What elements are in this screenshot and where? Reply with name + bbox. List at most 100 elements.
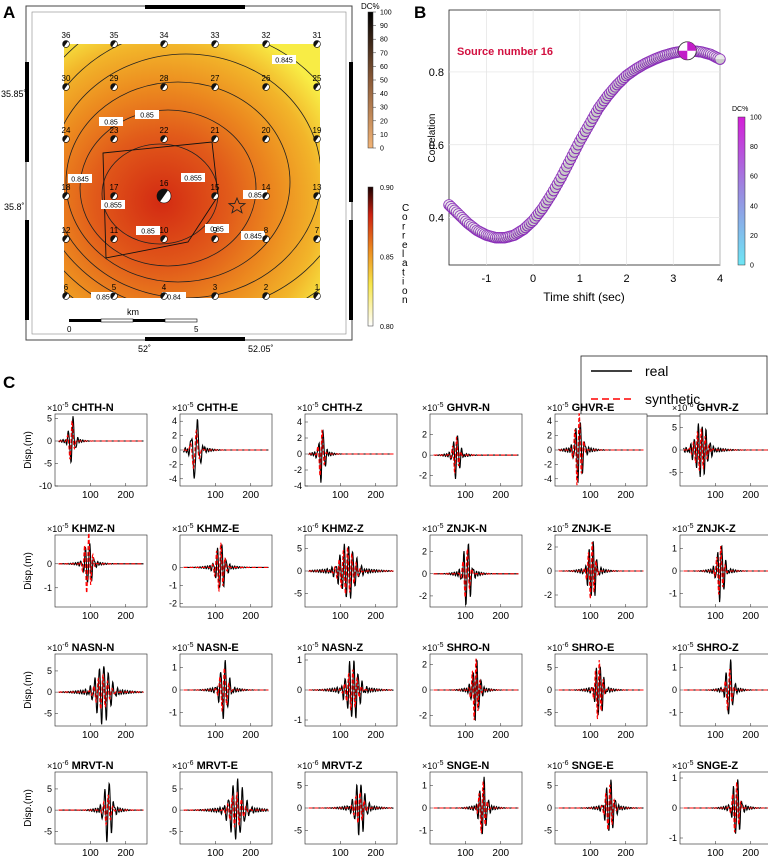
trace-y-tick: -1 (669, 589, 677, 599)
colorbar-b-tick: 80 (750, 144, 758, 151)
trace-y-tick: 0 (672, 445, 677, 455)
lon-tick-1: 52˚ (138, 344, 151, 354)
station-label: 22 (160, 126, 169, 135)
trace-x-tick: 200 (117, 490, 134, 501)
trace-x-tick: 200 (492, 490, 509, 501)
station-label: 28 (160, 74, 169, 83)
trace-ghvr-z: 5 0 -5 100 200 ×10-6 GHVR-Z (669, 402, 768, 501)
trace-x-tick: 200 (742, 611, 759, 622)
station-label: 25 (313, 74, 322, 83)
trace-x-tick: 100 (457, 848, 474, 857)
frame-bar-left-2 (25, 220, 29, 320)
real-series-line (558, 541, 644, 597)
station-30: 30 (62, 74, 71, 91)
trace-y-tick: 0 (47, 436, 52, 446)
station-label: 9 (213, 226, 218, 235)
trace-y-tick: 0 (672, 685, 677, 695)
colorbar-b-tick: 40 (750, 203, 758, 210)
station-26: 26 (262, 74, 271, 91)
station-14: 14 (262, 183, 271, 200)
panel-label-b: B (414, 3, 426, 22)
trace-y-tick: -4 (294, 481, 302, 491)
trace-y-tick: 0 (547, 566, 552, 576)
trace-x-tick: 200 (742, 848, 759, 857)
trace-x-tick: 200 (117, 848, 134, 857)
contour-label-text: 0.85 (141, 229, 155, 236)
contour-line (64, 53, 320, 298)
contour-label: 0.845 (241, 231, 265, 241)
colorbar-b-tick: 60 (750, 174, 758, 181)
x-tick-label: 2 (623, 273, 629, 285)
trace-y-tick: 1 (172, 663, 177, 673)
trace-x-tick: 100 (457, 611, 474, 622)
trace-x-tick: 200 (742, 490, 759, 501)
trace-y-tick: 5 (172, 784, 177, 794)
station-label: 34 (160, 31, 169, 40)
trace-y-tick: 0 (47, 559, 52, 569)
trace-y-tick: 0 (172, 445, 177, 455)
dc-tick: 40 (380, 91, 388, 98)
trace-y-tick: 0 (547, 803, 552, 813)
trace-khmz-z: 5 0 -5 100 200 ×10-6 KHMZ-Z (294, 523, 398, 622)
trace-y-tick: -2 (169, 598, 177, 608)
trace-x-tick: 100 (582, 730, 599, 741)
y-tick-label: 0.8 (429, 67, 444, 79)
x-tick-label: -1 (481, 273, 491, 285)
trace-y-tick: 0 (47, 687, 52, 697)
trace-y-tick: -2 (419, 711, 427, 721)
trace-ghvr-e: 4 2 0 -2 -4 100 200 ×10-5 GHVR-E (544, 402, 648, 501)
trace-y-tick: 2 (547, 431, 552, 441)
station-label: 11 (110, 226, 119, 235)
trace-y-tick: 0 (297, 685, 302, 695)
synthetic-series-line (433, 781, 519, 834)
trace-x-tick: 100 (332, 730, 349, 741)
trace-y-tick: 5 (547, 663, 552, 673)
x-tick-label: 0 (530, 273, 536, 285)
station-29: 29 (110, 74, 119, 91)
trace-y-axis-label: Disp.(m) (23, 671, 34, 709)
station-label: 21 (211, 126, 220, 135)
trace-x-tick: 200 (617, 848, 634, 857)
station-28: 28 (160, 74, 169, 91)
contour-label: 0.845 (272, 55, 296, 65)
synthetic-series-line (308, 790, 394, 824)
station-label: 13 (313, 183, 322, 192)
dc-tick: 20 (380, 118, 388, 125)
trace-scale-label: ×10-6 GHVR-Z (672, 402, 739, 414)
station-label: 8 (264, 226, 269, 235)
synthetic-series-line (683, 545, 768, 595)
trace-y-tick: 5 (47, 784, 52, 794)
chart-b-xlabel: Time shift (sec) (543, 290, 625, 304)
trace-znjk-z: 1 0 -1 100 200 ×10-5 ZNJK-Z (669, 523, 768, 622)
lon-tick-2: 52.05˚ (248, 344, 274, 354)
trace-y-tick: -5 (44, 826, 52, 836)
corr-tick: 0.90 (380, 185, 394, 192)
best-solution-beachball-icon (677, 41, 697, 61)
station-label: 29 (110, 74, 119, 83)
trace-x-tick: 100 (582, 611, 599, 622)
trace-x-tick: 100 (582, 490, 599, 501)
trace-scale-label: ×10-5 CHTH-N (47, 402, 114, 414)
axes-b: -1 0 1 2 3 4 0.4 0.6 0.8 (429, 67, 723, 285)
station-31: 31 (313, 31, 322, 48)
colorbar-b-title: DC% (732, 106, 748, 113)
trace-scale-label: ×10-5 SNGE-Z (672, 760, 738, 772)
trace-y-tick: 0 (172, 562, 177, 572)
station-7: 7 (313, 226, 321, 243)
trace-x-tick: 200 (367, 490, 384, 501)
synthetic-series-line (58, 532, 144, 596)
dc-tick: 50 (380, 78, 388, 85)
station-15: 15 (211, 183, 220, 200)
y-tick-label: 0.6 (429, 140, 444, 152)
trace-y-tick: 0 (172, 805, 177, 815)
synthetic-series-line (58, 794, 144, 827)
trace-y-tick: -1 (669, 833, 677, 843)
trace-y-tick: 5 (47, 666, 52, 676)
contour-label-text: 0.84 (167, 295, 181, 302)
trace-scale-label: ×10-6 KHMZ-Z (297, 523, 364, 535)
trace-nasn-n: 5 0 -5 100 200 ×10-6 NASN-N Disp.(m) (23, 642, 148, 741)
trace-x-tick: 200 (117, 611, 134, 622)
station-label: 7 (315, 226, 320, 235)
